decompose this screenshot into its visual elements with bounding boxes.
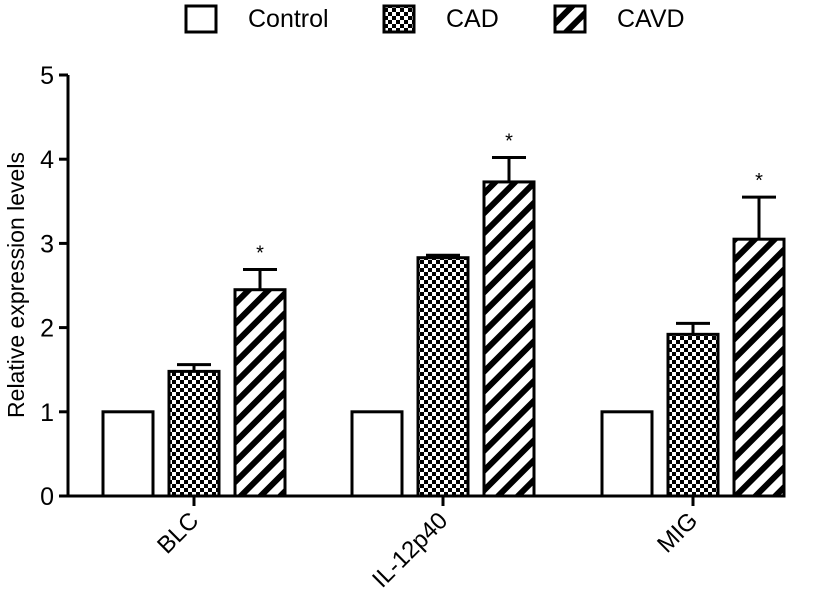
legend-swatch — [184, 4, 218, 34]
bar — [732, 237, 786, 498]
y-axis-label: Relative expression levels — [3, 152, 29, 418]
bar — [666, 332, 720, 498]
bar — [600, 410, 654, 498]
legend-label: CAD — [446, 5, 499, 33]
x-tick-label: BLC — [152, 507, 204, 559]
y-tick-label: 3 — [40, 230, 54, 258]
y-tick-label: 1 — [40, 399, 54, 427]
bar — [416, 256, 470, 498]
y-tick-label: 0 — [40, 483, 54, 511]
y-axis: 0 1 2 3 4 5 — [40, 62, 70, 511]
significance-mark: * — [256, 243, 264, 265]
y-tick-label: 4 — [40, 146, 54, 174]
legend-swatch — [553, 4, 587, 34]
legend: Control CAD CAVD — [184, 4, 685, 34]
legend-label: CAVD — [617, 5, 685, 33]
y-tick-label: 5 — [40, 62, 54, 90]
bar — [167, 369, 221, 498]
bar — [350, 410, 404, 498]
bars: * * * — [101, 131, 786, 498]
legend-swatch — [382, 4, 416, 34]
y-tick-label: 2 — [40, 315, 54, 343]
x-tick-label: IL-12p40 — [367, 507, 453, 593]
significance-mark: * — [755, 170, 763, 192]
x-axis: BLC IL-12p40 MIG — [68, 494, 775, 593]
x-tick-label: MIG — [652, 507, 703, 558]
bar — [233, 288, 287, 498]
significance-mark: * — [505, 131, 513, 153]
bar — [482, 180, 536, 498]
legend-label: Control — [248, 5, 329, 33]
bar — [101, 410, 155, 498]
